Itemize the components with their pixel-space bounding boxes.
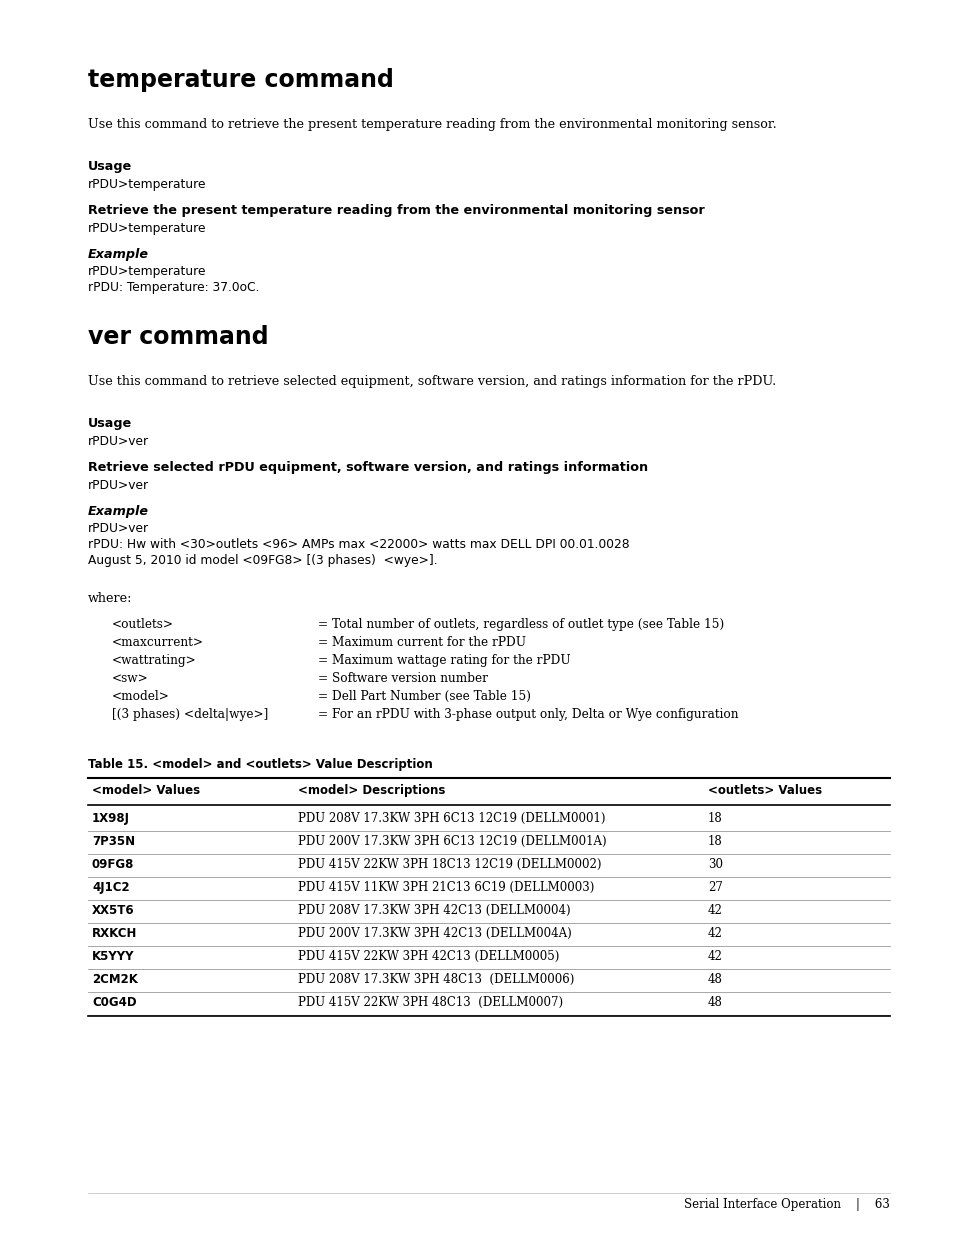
- Text: rPDU>ver: rPDU>ver: [88, 435, 149, 448]
- Text: RXKCH: RXKCH: [91, 927, 137, 940]
- Text: PDU 200V 17.3KW 3PH 42C13 (DELLM004A): PDU 200V 17.3KW 3PH 42C13 (DELLM004A): [297, 927, 571, 940]
- Text: PDU 415V 11KW 3PH 21C13 6C19 (DELLM0003): PDU 415V 11KW 3PH 21C13 6C19 (DELLM0003): [297, 881, 594, 894]
- Text: <maxcurrent>: <maxcurrent>: [112, 636, 204, 650]
- Text: Serial Interface Operation    |    63: Serial Interface Operation | 63: [683, 1198, 889, 1212]
- Text: [(3 phases) <delta|wye>]: [(3 phases) <delta|wye>]: [112, 708, 268, 721]
- Text: <wattrating>: <wattrating>: [112, 655, 196, 667]
- Text: rPDU>ver: rPDU>ver: [88, 479, 149, 492]
- Text: 30: 30: [707, 858, 722, 871]
- Text: = Dell Part Number (see Table 15): = Dell Part Number (see Table 15): [317, 690, 531, 703]
- Text: = Maximum current for the rPDU: = Maximum current for the rPDU: [317, 636, 525, 650]
- Text: 7P35N: 7P35N: [91, 835, 135, 848]
- Text: Use this command to retrieve selected equipment, software version, and ratings i: Use this command to retrieve selected eq…: [88, 375, 776, 388]
- Text: Example: Example: [88, 248, 149, 261]
- Text: PDU 415V 22KW 3PH 48C13  (DELLM0007): PDU 415V 22KW 3PH 48C13 (DELLM0007): [297, 995, 562, 1009]
- Text: rPDU: Hw with <30>outlets <96> AMPs max <22000> watts max DELL DPI 00.01.0028: rPDU: Hw with <30>outlets <96> AMPs max …: [88, 538, 629, 551]
- Text: Use this command to retrieve the present temperature reading from the environmen: Use this command to retrieve the present…: [88, 119, 776, 131]
- Text: 09FG8: 09FG8: [91, 858, 134, 871]
- Text: 4J1C2: 4J1C2: [91, 881, 130, 894]
- Text: <model>: <model>: [112, 690, 170, 703]
- Text: rPDU>temperature: rPDU>temperature: [88, 178, 206, 191]
- Text: ver command: ver command: [88, 325, 269, 350]
- Text: <model> Descriptions: <model> Descriptions: [297, 784, 445, 797]
- Text: Example: Example: [88, 505, 149, 517]
- Text: = Software version number: = Software version number: [317, 672, 488, 685]
- Text: Table 15. <model> and <outlets> Value Description: Table 15. <model> and <outlets> Value De…: [88, 758, 433, 771]
- Text: August 5, 2010 id model <09FG8> [(3 phases)  <wye>].: August 5, 2010 id model <09FG8> [(3 phas…: [88, 555, 437, 567]
- Text: where:: where:: [88, 592, 132, 605]
- Text: K5YYY: K5YYY: [91, 950, 134, 963]
- Text: 42: 42: [707, 904, 722, 918]
- Text: <outlets>: <outlets>: [112, 618, 173, 631]
- Text: rPDU>temperature: rPDU>temperature: [88, 222, 206, 235]
- Text: Retrieve selected rPDU equipment, software version, and ratings information: Retrieve selected rPDU equipment, softwa…: [88, 461, 647, 474]
- Text: rPDU>temperature: rPDU>temperature: [88, 266, 206, 278]
- Text: <model> Values: <model> Values: [91, 784, 200, 797]
- Text: 1X98J: 1X98J: [91, 811, 130, 825]
- Text: 48: 48: [707, 973, 722, 986]
- Text: temperature command: temperature command: [88, 68, 394, 91]
- Text: 18: 18: [707, 835, 722, 848]
- Text: = Maximum wattage rating for the rPDU: = Maximum wattage rating for the rPDU: [317, 655, 570, 667]
- Text: 48: 48: [707, 995, 722, 1009]
- Text: = Total number of outlets, regardless of outlet type (see Table 15): = Total number of outlets, regardless of…: [317, 618, 723, 631]
- Text: PDU 415V 22KW 3PH 18C13 12C19 (DELLM0002): PDU 415V 22KW 3PH 18C13 12C19 (DELLM0002…: [297, 858, 601, 871]
- Text: rPDU: Temperature: 37.0oC.: rPDU: Temperature: 37.0oC.: [88, 282, 259, 294]
- Text: Usage: Usage: [88, 161, 132, 173]
- Text: 27: 27: [707, 881, 722, 894]
- Text: C0G4D: C0G4D: [91, 995, 136, 1009]
- Text: PDU 200V 17.3KW 3PH 6C13 12C19 (DELLM001A): PDU 200V 17.3KW 3PH 6C13 12C19 (DELLM001…: [297, 835, 606, 848]
- Text: <sw>: <sw>: [112, 672, 149, 685]
- Text: 18: 18: [707, 811, 722, 825]
- Text: PDU 208V 17.3KW 3PH 48C13  (DELLM0006): PDU 208V 17.3KW 3PH 48C13 (DELLM0006): [297, 973, 574, 986]
- Text: <outlets> Values: <outlets> Values: [707, 784, 821, 797]
- Text: PDU 208V 17.3KW 3PH 6C13 12C19 (DELLM0001): PDU 208V 17.3KW 3PH 6C13 12C19 (DELLM000…: [297, 811, 605, 825]
- Text: PDU 208V 17.3KW 3PH 42C13 (DELLM0004): PDU 208V 17.3KW 3PH 42C13 (DELLM0004): [297, 904, 570, 918]
- Text: 42: 42: [707, 927, 722, 940]
- Text: PDU 415V 22KW 3PH 42C13 (DELLM0005): PDU 415V 22KW 3PH 42C13 (DELLM0005): [297, 950, 558, 963]
- Text: rPDU>ver: rPDU>ver: [88, 522, 149, 535]
- Text: Usage: Usage: [88, 417, 132, 430]
- Text: = For an rPDU with 3-phase output only, Delta or Wye configuration: = For an rPDU with 3-phase output only, …: [317, 708, 738, 721]
- Text: 2CM2K: 2CM2K: [91, 973, 138, 986]
- Text: Retrieve the present temperature reading from the environmental monitoring senso: Retrieve the present temperature reading…: [88, 204, 704, 217]
- Text: 42: 42: [707, 950, 722, 963]
- Text: XX5T6: XX5T6: [91, 904, 134, 918]
